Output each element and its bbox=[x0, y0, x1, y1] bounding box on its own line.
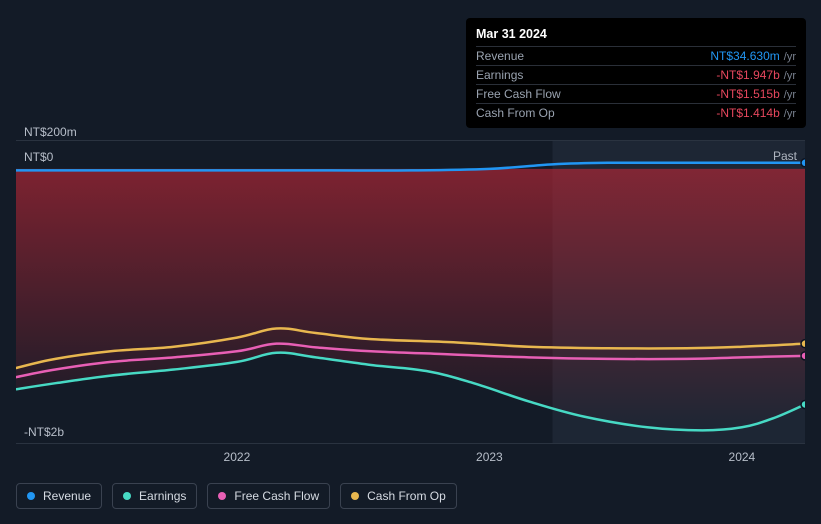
legend-label: Revenue bbox=[43, 489, 91, 503]
financial-chart bbox=[16, 140, 805, 444]
tooltip-row: Free Cash Flow -NT$1.515b/yr bbox=[476, 84, 796, 103]
legend-dot bbox=[218, 492, 226, 500]
tooltip-row-unit: /yr bbox=[784, 70, 796, 82]
x-axis-label: 2022 bbox=[224, 450, 251, 464]
chart-legend: Revenue Earnings Free Cash Flow Cash From O… bbox=[16, 483, 457, 509]
legend-label: Earnings bbox=[139, 489, 186, 503]
tooltip-row-unit: /yr bbox=[784, 51, 796, 63]
tooltip-row-value: -NT$1.414b bbox=[716, 106, 779, 120]
legend-item[interactable]: Earnings bbox=[112, 483, 197, 509]
tooltip-row: Cash From Op -NT$1.414b/yr bbox=[476, 103, 796, 122]
y-axis-label: NT$200m bbox=[24, 125, 77, 139]
tooltip-row-value: -NT$1.947b bbox=[716, 68, 779, 82]
x-axis-labels: 2022 2023 2024 bbox=[16, 450, 805, 466]
chart-tooltip: Mar 31 2024 RevenueNT$34.630m/yrEarnings… bbox=[466, 18, 806, 128]
tooltip-row-value: NT$34.630m bbox=[710, 49, 779, 63]
tooltip-row-unit: /yr bbox=[784, 89, 796, 101]
tooltip-row-unit: /yr bbox=[784, 108, 796, 120]
tooltip-row-label: Earnings bbox=[476, 68, 523, 82]
legend-label: Free Cash Flow bbox=[234, 489, 319, 503]
legend-item[interactable]: Cash From Op bbox=[340, 483, 457, 509]
tooltip-row: Revenue NT$34.630m/yr bbox=[476, 46, 796, 65]
legend-label: Cash From Op bbox=[367, 489, 446, 503]
tooltip-rows: Revenue NT$34.630m/yr Earnings -NT$1.947b/y… bbox=[476, 46, 796, 122]
legend-dot bbox=[27, 492, 35, 500]
tooltip-row-label: Revenue bbox=[476, 49, 524, 63]
tooltip-row-value: -NT$1.515b bbox=[716, 87, 779, 101]
legend-item[interactable]: Revenue bbox=[16, 483, 102, 509]
tooltip-row-label: Free Cash Flow bbox=[476, 87, 561, 101]
tooltip-row-label: Cash From Op bbox=[476, 106, 555, 120]
legend-item[interactable]: Free Cash Flow bbox=[207, 483, 330, 509]
legend-dot bbox=[351, 492, 359, 500]
x-axis-label: 2024 bbox=[729, 450, 756, 464]
legend-dot bbox=[123, 492, 131, 500]
tooltip-date: Mar 31 2024 bbox=[476, 24, 796, 46]
tooltip-row: Earnings -NT$1.947b/yr bbox=[476, 65, 796, 84]
x-axis-label: 2023 bbox=[476, 450, 503, 464]
